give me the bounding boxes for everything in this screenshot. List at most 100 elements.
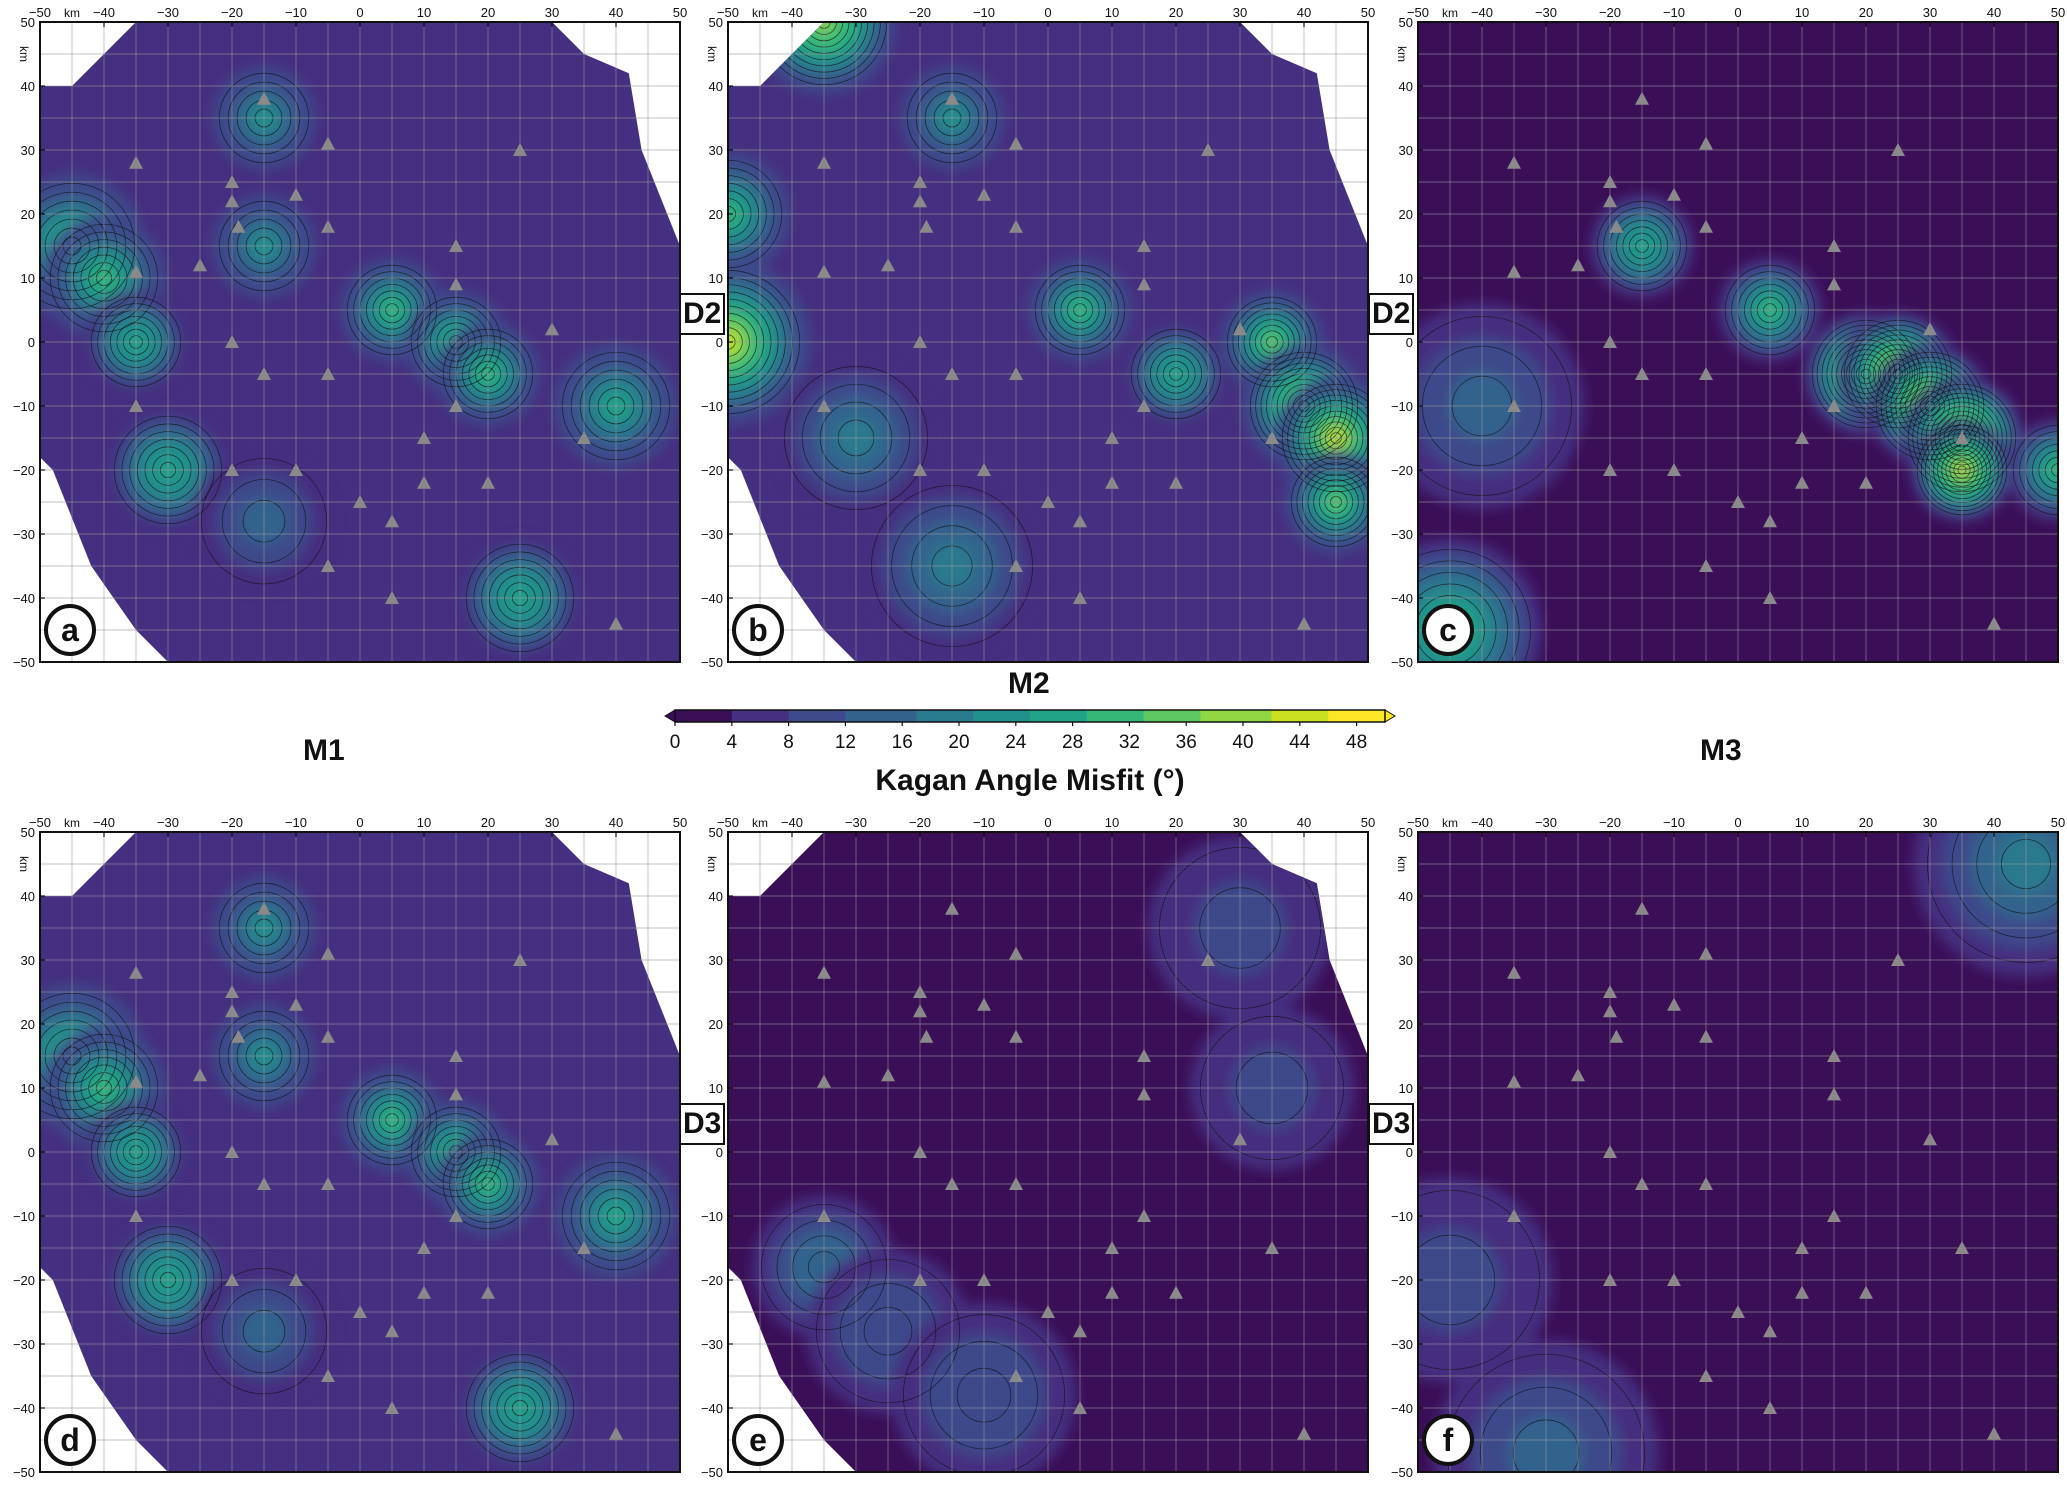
- station-marker-1: [1507, 155, 1521, 169]
- colorbar-max-arrow: [1384, 709, 1396, 723]
- station-marker-17: [1105, 475, 1119, 489]
- station-marker-2: [321, 136, 335, 150]
- colorbar-swatch: [760, 710, 775, 722]
- station-marker-8: [129, 1074, 143, 1088]
- station-marker-17: [1795, 1285, 1809, 1299]
- colorbar-tick-label: 48: [1346, 732, 1367, 753]
- station-marker-24: [1795, 1241, 1809, 1254]
- x-tick-label: −50: [29, 5, 51, 20]
- station-marker-22: [1137, 399, 1151, 412]
- heatmap-field: [728, 22, 1368, 662]
- station-marker-0: [1635, 901, 1649, 915]
- station-marker-16: [1041, 495, 1055, 508]
- colorbar-tick-label: 16: [892, 732, 913, 753]
- y-tick-label: −40: [1391, 591, 1413, 606]
- colorbar-swatch: [859, 710, 875, 722]
- x-tick-label: −20: [221, 815, 243, 830]
- y-tick-label: −10: [13, 1209, 35, 1224]
- station-marker-28: [1009, 559, 1023, 572]
- x-unit-label: km: [752, 6, 768, 20]
- station-marker-14: [225, 1273, 239, 1286]
- x-tick-label: −30: [157, 815, 179, 830]
- station-marker-9: [1009, 219, 1023, 233]
- colorbar-tick-label: 44: [1289, 732, 1311, 753]
- station-marker-13: [1507, 1209, 1521, 1222]
- y-tick-label: 30: [709, 143, 723, 158]
- column-label-m1: M1: [303, 734, 345, 767]
- y-tick-label: 20: [1399, 207, 1413, 222]
- station-marker-23: [1923, 1132, 1937, 1146]
- y-tick-label: 40: [1399, 79, 1413, 94]
- y-tick-label: 50: [1399, 15, 1413, 30]
- row-label-d3-left: D3: [679, 1103, 726, 1145]
- y-unit-label: km: [705, 856, 719, 872]
- colorbar-swatch: [746, 710, 761, 722]
- colorbar-tick-label: 32: [1119, 732, 1140, 753]
- station-marker-7: [193, 1068, 207, 1082]
- x-unit-label: km: [64, 816, 80, 830]
- x-tick-label: −10: [1663, 5, 1685, 20]
- station-marker-22: [1827, 1209, 1841, 1222]
- station-marker-19: [1265, 431, 1279, 444]
- station-marker-29: [385, 1401, 399, 1414]
- y-tick-label: −20: [13, 1273, 35, 1288]
- y-tick-label: 30: [21, 143, 35, 158]
- station-marker-11: [945, 1177, 959, 1190]
- y-tick-label: −50: [13, 655, 35, 670]
- colorbar-swatch: [1186, 710, 1201, 722]
- x-tick-label: −10: [973, 5, 995, 20]
- y-tick-label: −50: [701, 1465, 723, 1480]
- y-tick-label: 0: [1406, 1145, 1413, 1160]
- station-marker-2: [1009, 946, 1023, 960]
- station-marker-25: [385, 514, 399, 528]
- x-tick-label: −40: [1471, 5, 1493, 20]
- column-label-m3: M3: [1700, 734, 1742, 767]
- y-tick-label: 20: [21, 1017, 35, 1032]
- station-marker-2: [1699, 136, 1713, 150]
- colorbar-swatch: [973, 710, 988, 722]
- station-marker-11: [1635, 367, 1649, 380]
- y-tick-label: 50: [709, 825, 723, 840]
- station-marker-17: [417, 1285, 431, 1299]
- x-tick-label: −50: [717, 815, 739, 830]
- stations: [129, 91, 623, 630]
- station-marker-27: [513, 143, 527, 156]
- station-marker-1: [817, 965, 831, 979]
- x-tick-label: −10: [973, 815, 995, 830]
- x-tick-label: 50: [1361, 5, 1375, 20]
- station-marker-16: [1731, 495, 1745, 508]
- colorbar-swatch: [731, 710, 747, 722]
- hotspot-2-level-6: [728, 196, 746, 232]
- colorbar-swatch: [1058, 710, 1074, 722]
- y-tick-label: 20: [21, 207, 35, 222]
- station-marker-13: [129, 399, 143, 412]
- station-marker-9: [1009, 1029, 1023, 1043]
- x-tick-label: 50: [1361, 815, 1375, 830]
- station-marker-3: [225, 175, 239, 188]
- station-marker-5: [919, 219, 934, 233]
- grid-lines: [40, 832, 680, 1472]
- panel-letter-badge: [44, 604, 96, 656]
- station-marker-13: [129, 1209, 143, 1222]
- x-tick-label: −10: [285, 815, 307, 830]
- station-marker-14: [913, 1273, 927, 1286]
- station-marker-15: [977, 1273, 991, 1286]
- y-tick-label: 40: [1399, 889, 1413, 904]
- colorbar-tick-label: 8: [783, 732, 794, 753]
- station-marker-3: [913, 175, 927, 188]
- colorbar-frame: [674, 709, 1386, 723]
- colorbar-swatch: [1299, 710, 1315, 722]
- station-marker-3: [1603, 985, 1617, 998]
- station-marker-21: [1137, 239, 1151, 252]
- colorbar-swatch: [1115, 710, 1130, 722]
- y-unit-label: km: [705, 46, 719, 62]
- y-tick-label: 20: [709, 207, 723, 222]
- station-marker-16: [1731, 1305, 1745, 1318]
- station-marker-0: [945, 91, 959, 105]
- station-marker-10: [1603, 335, 1617, 348]
- station-marker-14: [913, 463, 927, 476]
- stations: [129, 901, 623, 1440]
- x-tick-label: −20: [909, 815, 931, 830]
- colorbar-swatch: [1044, 710, 1059, 722]
- station-marker-4: [225, 1004, 239, 1018]
